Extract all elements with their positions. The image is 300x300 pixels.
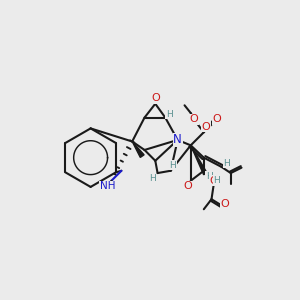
Polygon shape — [191, 145, 207, 175]
Text: O: O — [209, 176, 218, 186]
Text: O: O — [151, 93, 160, 103]
Polygon shape — [132, 142, 144, 158]
Text: N: N — [173, 134, 182, 146]
Text: H: H — [206, 172, 213, 181]
Polygon shape — [204, 171, 215, 185]
Text: O: O — [189, 114, 198, 124]
Polygon shape — [204, 171, 210, 178]
Text: H: H — [169, 161, 176, 170]
Text: O: O — [183, 181, 192, 191]
Text: O: O — [202, 122, 211, 132]
Text: O: O — [220, 199, 229, 209]
Text: O: O — [212, 114, 221, 124]
Text: H: H — [149, 174, 156, 183]
Polygon shape — [165, 115, 169, 118]
Text: H: H — [224, 158, 230, 167]
Text: NH: NH — [100, 181, 115, 191]
Text: H: H — [166, 110, 172, 119]
Text: H: H — [214, 176, 220, 185]
